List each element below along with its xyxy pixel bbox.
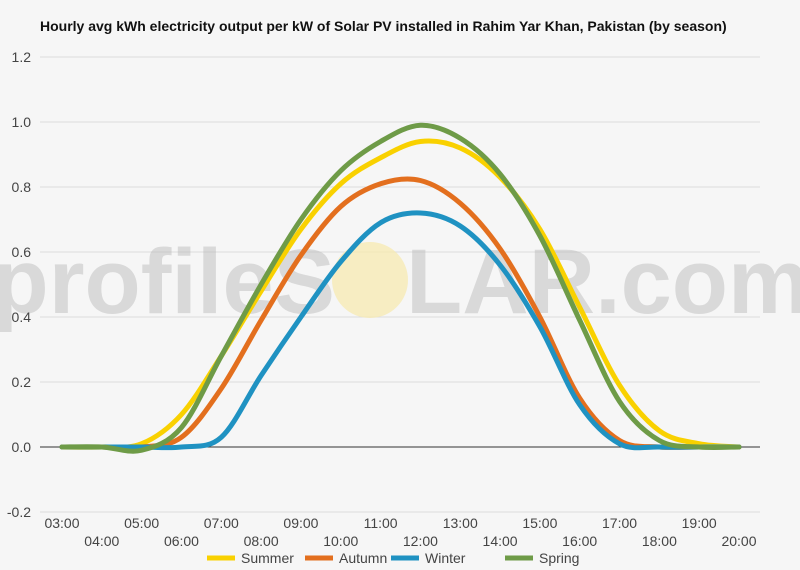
series-line-spring (59, 122, 742, 454)
y-tick-label: 1.2 (12, 49, 32, 65)
x-tick-label: 19:00 (682, 515, 717, 531)
x-tick-label: 07:00 (204, 515, 239, 531)
series-line-winter (59, 210, 742, 451)
x-tick-label: 04:00 (84, 533, 119, 549)
y-axis-ticks: -0.2 0.0 0.2 0.4 0.6 0.8 1.0 1.2 (7, 49, 31, 520)
legend-label-spring: Spring (539, 550, 579, 566)
x-tick-label: 14:00 (483, 533, 518, 549)
legend-label-autumn: Autumn (339, 550, 387, 566)
x-tick-label: 06:00 (164, 533, 199, 549)
y-tick-label: 1.0 (12, 114, 32, 130)
x-tick-label: 09:00 (283, 515, 318, 531)
chart-title: Hourly avg kWh electricity output per kW… (40, 18, 727, 34)
y-tick-label: -0.2 (7, 504, 31, 520)
y-tick-label: 0.6 (12, 244, 32, 260)
x-tick-label: 15:00 (522, 515, 557, 531)
x-tick-label: 03:00 (44, 515, 79, 531)
legend-label-winter: Winter (425, 550, 466, 566)
x-tick-label: 17:00 (602, 515, 637, 531)
y-tick-label: 0.8 (12, 179, 32, 195)
legend-label-summer: Summer (241, 550, 294, 566)
x-tick-label: 13:00 (443, 515, 478, 531)
y-tick-label: 0.4 (12, 309, 32, 325)
series-lines (59, 122, 742, 454)
series-line-summer (59, 138, 742, 450)
series-line-autumn (59, 176, 742, 451)
x-tick-label: 12:00 (403, 533, 438, 549)
x-tick-label: 10:00 (323, 533, 358, 549)
x-tick-label: 20:00 (721, 533, 756, 549)
watermark-text-left: profileS (0, 231, 335, 333)
x-tick-label: 05:00 (124, 515, 159, 531)
y-tick-label: 0.2 (12, 374, 32, 390)
x-tick-label: 18:00 (642, 533, 677, 549)
x-tick-label: 16:00 (562, 533, 597, 549)
x-tick-label: 11:00 (364, 515, 398, 531)
watermark-sun-icon (332, 242, 408, 318)
y-tick-label: 0.0 (12, 439, 32, 455)
x-tick-label: 08:00 (244, 533, 279, 549)
watermark: profileS LAR.com (0, 231, 800, 333)
watermark-text-right: LAR.com (406, 231, 800, 333)
legend: Summer Autumn Winter Spring (207, 550, 579, 566)
